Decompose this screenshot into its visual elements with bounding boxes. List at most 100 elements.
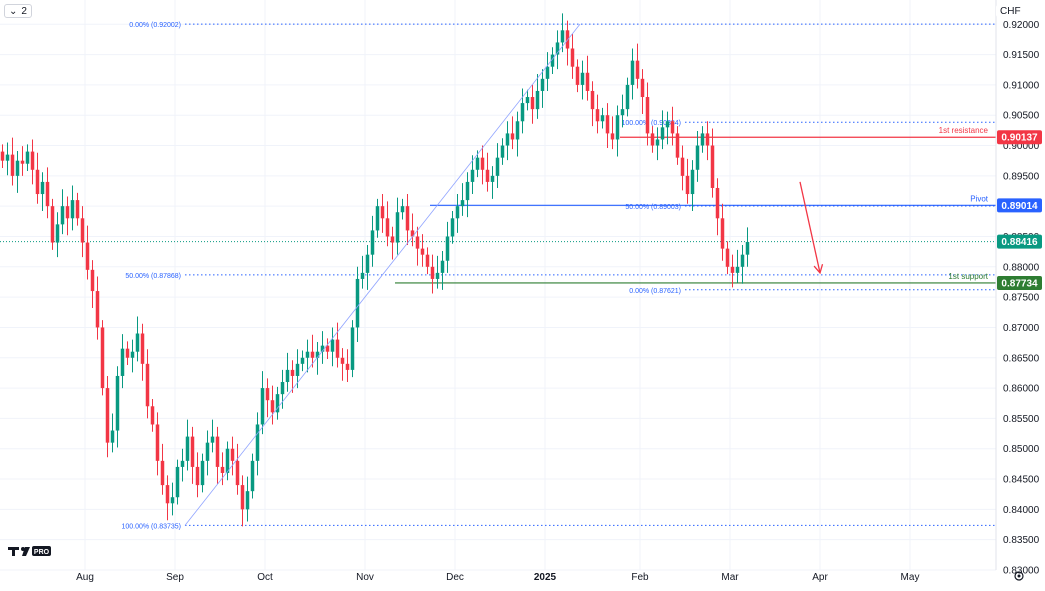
- candle-body: [135, 333, 140, 352]
- y-tick-label: 0.88000: [1003, 262, 1040, 273]
- candle-body: [620, 109, 625, 116]
- x-tick-label: Sep: [166, 572, 184, 583]
- candle-body: [65, 206, 70, 219]
- candle-body: [105, 388, 110, 443]
- candle-body: [345, 363, 350, 370]
- candle-body: [165, 485, 170, 504]
- candle-body: [325, 345, 330, 352]
- candle-body: [380, 206, 385, 219]
- candle-body: [605, 115, 610, 134]
- candlestick-series: [0, 13, 750, 527]
- candle-body: [290, 369, 295, 376]
- candle-body: [240, 485, 245, 510]
- candle-body: [320, 345, 325, 352]
- candle-body: [475, 157, 480, 170]
- candle-body: [245, 491, 250, 510]
- candle-body: [480, 157, 485, 170]
- y-tick-label: 0.84500: [1003, 475, 1040, 486]
- y-tick-label: 0.86000: [1003, 384, 1040, 395]
- level-name: 1st support: [948, 272, 988, 281]
- price-label-box: [997, 130, 1042, 145]
- candle-body: [535, 90, 540, 110]
- x-tick-label: Mar: [721, 572, 739, 583]
- candle-body: [730, 266, 735, 273]
- candle-body: [15, 160, 20, 176]
- candle-body: [50, 206, 55, 243]
- fib-label: 50.00% (0.89003): [625, 204, 681, 211]
- candle-body: [440, 260, 445, 273]
- candle-body: [350, 327, 355, 370]
- candle-body: [115, 375, 120, 431]
- annotations: [184, 23, 824, 526]
- candle-body: [695, 145, 700, 170]
- settings-gear-icon[interactable]: [1013, 570, 1025, 582]
- y-tick-label: 0.90500: [1003, 111, 1040, 122]
- fib-label: 0.00% (0.87621): [629, 288, 681, 295]
- candle-body: [470, 169, 475, 182]
- time-axis[interactable]: Aug Sep Oct Nov Dec 2025 Feb Mar Apr May: [76, 572, 919, 583]
- y-tick-label: 0.89500: [1003, 171, 1040, 182]
- candle-body: [70, 200, 75, 219]
- y-tick-label: 0.83500: [1003, 535, 1040, 546]
- tradingview-logo-icon: PRO: [8, 546, 51, 556]
- candle-body: [530, 97, 535, 110]
- candle-body: [595, 109, 600, 122]
- candle-body: [0, 151, 5, 161]
- candle-body: [585, 72, 590, 91]
- candle-body: [390, 236, 395, 243]
- candle-body: [235, 460, 240, 486]
- candle-body: [285, 369, 290, 383]
- y-tick-label: 0.86500: [1003, 353, 1040, 364]
- level-name: Pivot: [970, 194, 989, 203]
- y-tick-label: 0.91000: [1003, 80, 1040, 91]
- candle-body: [215, 436, 220, 467]
- candle-body: [250, 460, 255, 492]
- candle-body: [560, 30, 565, 43]
- candle-body: [75, 200, 80, 219]
- candle-body: [305, 351, 310, 358]
- candle-body: [155, 424, 160, 461]
- candle-body: [125, 348, 130, 358]
- candle-body: [580, 72, 585, 85]
- candle-body: [35, 169, 40, 195]
- level-name: 1st resistance: [939, 126, 989, 135]
- candle-body: [185, 436, 190, 461]
- candle-body: [650, 133, 655, 146]
- candle-body: [660, 127, 665, 140]
- candle-body: [85, 242, 90, 270]
- candle-body: [610, 133, 615, 140]
- candle-body: [540, 78, 545, 91]
- candle-body: [515, 121, 520, 140]
- candle-body: [5, 154, 10, 161]
- x-tick-label: Feb: [631, 572, 649, 583]
- candle-body: [335, 339, 340, 358]
- candle-body: [260, 388, 265, 425]
- candle-body: [145, 363, 150, 407]
- candle-body: [665, 121, 670, 128]
- candle-body: [20, 160, 25, 164]
- x-tick-label: 2025: [534, 572, 557, 583]
- candle-body: [445, 236, 450, 261]
- candle-body: [545, 66, 550, 79]
- candle-body: [725, 248, 730, 267]
- candle-body: [410, 230, 415, 237]
- candle-body: [340, 357, 345, 364]
- interval-button[interactable]: ⌄ 2: [4, 4, 32, 18]
- x-tick-label: Dec: [446, 572, 464, 583]
- candle-body: [230, 448, 235, 461]
- candle-body: [45, 181, 50, 207]
- candle-body: [600, 115, 605, 122]
- candle-body: [310, 351, 315, 358]
- chevron-down-icon: ⌄: [9, 5, 18, 17]
- candle-body: [590, 90, 595, 110]
- candle-body: [275, 394, 280, 413]
- y-tick-label: 0.90000: [1003, 141, 1040, 152]
- candle-body: [510, 133, 515, 140]
- candle-body: [160, 460, 165, 486]
- forecast-arrow-head: [813, 264, 824, 275]
- candle-body: [495, 157, 500, 176]
- candle-body: [375, 206, 380, 231]
- candle-body: [420, 248, 425, 255]
- candle-body: [120, 348, 125, 376]
